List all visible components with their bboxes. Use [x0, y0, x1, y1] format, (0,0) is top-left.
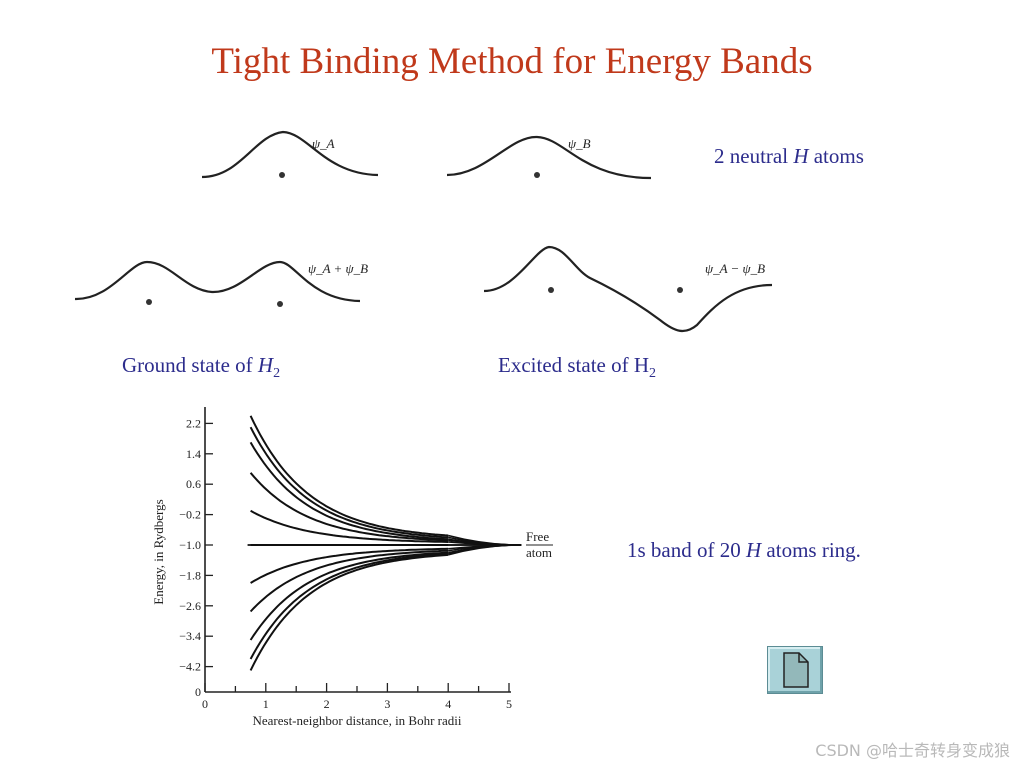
chart-y-tick-label: −3.4 — [179, 629, 201, 643]
chart-band-level — [250, 509, 449, 543]
chart-band-level — [250, 547, 449, 584]
chart-y-tick-label: −0.2 — [179, 508, 201, 522]
chart-y-axis-label: Energy, in Rydbergs — [151, 499, 166, 604]
chart-y-tick-label: −2.6 — [179, 599, 201, 613]
caption-band: 1s band of 20 H atoms ring. — [627, 538, 861, 562]
document-icon — [783, 652, 809, 688]
psi-a-curve — [201, 130, 379, 179]
nucleus-a — [279, 172, 285, 178]
nucleus-b — [534, 172, 540, 178]
wavefunction-diagrams: ψ_A ψ_B ψ_A + ψ_B ψ_A − ψ_B — [74, 130, 773, 333]
psi-sum-curve — [74, 260, 361, 303]
chart-x-tick-label: 1 — [263, 697, 269, 711]
chart-y-tick-label: −4.2 — [179, 660, 201, 674]
chart-free-atom-label: Free — [526, 529, 549, 544]
psi-b-label: ψ_B — [568, 136, 591, 151]
psi-diff-curve — [483, 245, 773, 333]
psi-b-curve — [446, 135, 652, 180]
chart-x-tick-label: 5 — [506, 697, 512, 711]
chart-x-axis-label: Nearest-neighbor distance, in Bohr radii — [252, 713, 461, 728]
nucleus-diff-2 — [677, 287, 683, 293]
chart-band-level — [249, 552, 449, 660]
nucleus-sum-2 — [277, 301, 283, 307]
chart-x-tick-label: 3 — [384, 697, 390, 711]
chart-band-level — [249, 441, 449, 541]
chart-y-tick-label: 0.6 — [186, 477, 201, 491]
chart-band-level — [249, 415, 449, 537]
watermark: CSDN @哈士奇转身变成狼 — [815, 741, 1010, 760]
chart-free-atom-label: atom — [526, 545, 552, 560]
chart-band-level — [249, 553, 449, 671]
chart-x-tick-label: 4 — [445, 697, 451, 711]
chart-y-tick-label: −1.8 — [179, 568, 201, 582]
nucleus-diff-1 — [548, 287, 554, 293]
chart-y-tick-label: 2.2 — [186, 416, 201, 430]
chart-band-level — [249, 549, 449, 613]
nucleus-sum-1 — [146, 299, 152, 305]
chart-y-zero-label: 0 — [195, 685, 201, 699]
chart-band-level — [249, 426, 449, 539]
chart-x-tick-label: 2 — [324, 697, 330, 711]
psi-sum-label: ψ_A + ψ_B — [308, 261, 368, 276]
psi-a-label: ψ_A — [312, 136, 335, 151]
caption-ground-state: Ground state of H2 — [122, 353, 281, 382]
slide-title: Tight Binding Method for Energy Bands — [211, 41, 813, 82]
caption-excited-state: Excited state of H2 — [498, 353, 657, 382]
chart-y-tick-label: 1.4 — [186, 447, 201, 461]
chart-band-level — [249, 472, 449, 542]
chart-band-level — [249, 551, 449, 641]
caption-neutral-atoms: 2 neutral H atoms — [714, 144, 864, 168]
document-button[interactable] — [767, 646, 823, 694]
psi-diff-label: ψ_A − ψ_B — [705, 261, 765, 276]
chart-band-tail — [448, 544, 522, 556]
chart-y-tick-label: −1.0 — [179, 538, 201, 552]
chart-x-tick-label: 0 — [202, 697, 208, 711]
